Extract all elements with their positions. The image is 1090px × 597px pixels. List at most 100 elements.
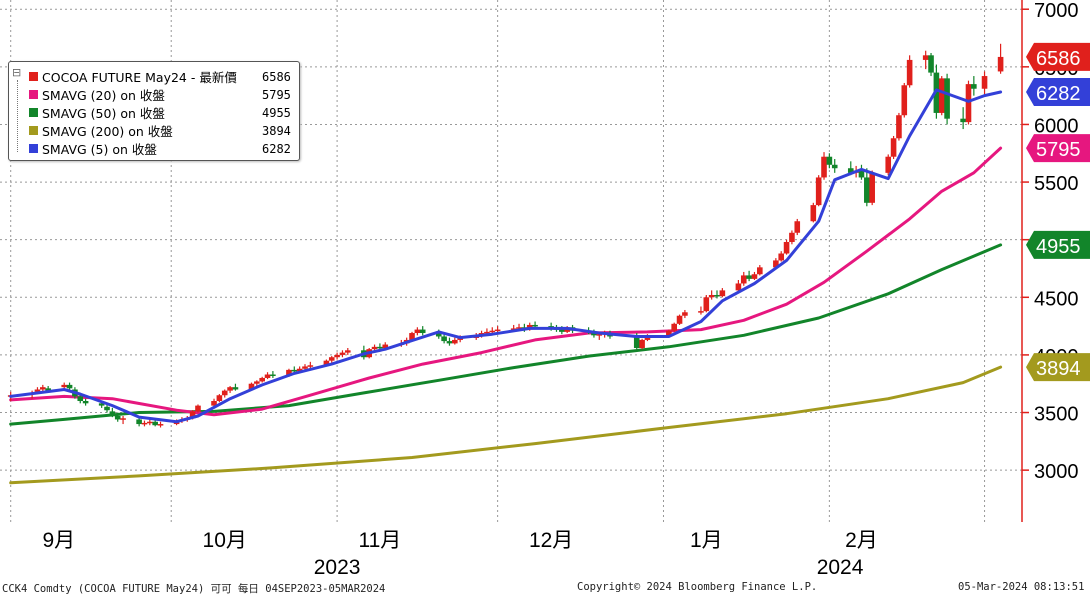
candle-body [960, 118, 966, 123]
candle-body [746, 275, 752, 279]
candle-body [77, 396, 84, 402]
candle-body [189, 411, 196, 419]
candle-body [334, 354, 340, 358]
candle-body [885, 156, 892, 173]
candle-body [109, 411, 116, 415]
candle-body [452, 339, 458, 344]
candle-body [489, 330, 496, 333]
candle-body [596, 334, 603, 336]
candle-body [328, 357, 335, 361]
candle-body [345, 350, 351, 353]
legend-label: SMAVG (20) on 收盤 [42, 88, 165, 103]
legend-item[interactable]: SMAVG (50) on 收盤 4955 [29, 104, 291, 121]
candle-body [141, 422, 148, 425]
candle-body [66, 384, 73, 389]
candle-body [559, 329, 565, 332]
legend-label: SMAVG (5) on 收盤 [42, 142, 157, 157]
x-year-label: 2024 [817, 556, 864, 579]
candle-body [757, 267, 763, 275]
candle-body [259, 377, 265, 382]
sma50-line [9, 243, 1003, 426]
x-month-label: 1月 [690, 529, 723, 552]
sma20-line [9, 146, 1003, 417]
candle-body [254, 381, 260, 384]
x-month-label: 11月 [358, 529, 401, 552]
legend-swatch [29, 72, 38, 81]
candle-body [409, 333, 415, 340]
x-month-label: 9月 [43, 529, 76, 552]
candle-body [484, 331, 490, 334]
candle-body [114, 415, 121, 420]
series-line [9, 365, 1003, 485]
series-line [9, 146, 1003, 417]
y-tick-label: 5500 [1034, 173, 1079, 195]
legend-label: COCOA FUTURE May24 - 最新價 [42, 70, 237, 85]
x-month-label: 12月 [529, 529, 573, 552]
candle-body [965, 84, 972, 123]
candle-body [532, 324, 538, 327]
candle-body [302, 366, 308, 369]
legend-value: 5795 [262, 87, 291, 102]
candle-body [152, 421, 158, 426]
candle-body [864, 177, 870, 203]
candle-body [698, 311, 704, 313]
legend-swatch [29, 108, 38, 117]
candle-body [703, 297, 710, 312]
candle-body [981, 76, 988, 89]
legend-label: SMAVG (200) on 收盤 [42, 124, 173, 139]
y-tick-label: 3500 [1034, 404, 1079, 426]
series-line [9, 88, 1003, 424]
candle-body [740, 275, 747, 284]
candle-body [633, 336, 640, 348]
candle-body [971, 84, 977, 89]
candle-body [286, 369, 292, 376]
value-tag-label: 3894 [1036, 358, 1081, 380]
legend-swatch [29, 126, 38, 135]
candle-body [147, 421, 153, 424]
candle-body [847, 168, 854, 173]
legend-value: 6282 [262, 141, 291, 156]
candle-body [516, 327, 522, 329]
legend-item[interactable]: SMAVG (200) on 收盤 3894 [29, 122, 291, 139]
candle-body [339, 352, 346, 355]
candle-body [377, 346, 383, 349]
y-tick-label: 7000 [1034, 0, 1079, 22]
candle-body [157, 424, 164, 426]
candle-body [82, 401, 89, 404]
value-tag [1026, 134, 1090, 163]
candle-body [446, 341, 453, 344]
candle-body [45, 388, 51, 391]
legend-value: 4955 [262, 105, 291, 120]
candle-body [778, 253, 785, 261]
candle-body [997, 56, 1004, 72]
candle-body [40, 387, 46, 390]
legend-item[interactable]: SMAVG (20) on 收盤 5795 [29, 86, 291, 103]
y-tick-label: 3000 [1034, 461, 1079, 483]
value-tag [1026, 353, 1090, 382]
candle-body [922, 55, 929, 60]
candle-body [248, 383, 255, 390]
candle-body [419, 329, 426, 334]
candle-body [682, 312, 688, 316]
candle-body [676, 315, 683, 324]
candle-body [735, 283, 742, 291]
value-tag-label: 5795 [1036, 139, 1081, 161]
candle-body [34, 389, 41, 392]
candle-body [671, 323, 677, 331]
legend-box[interactable]: ⊟ COCOA FUTURE May24 - 最新價 6586 SMAVG (20)… [8, 61, 300, 161]
candle-body [708, 294, 715, 298]
candle-body [264, 374, 271, 378]
candle-body [858, 170, 865, 178]
candle-body [221, 390, 228, 396]
candle-body [826, 156, 833, 165]
legend-item[interactable]: SMAVG (5) on 收盤 6282 [29, 140, 291, 157]
candle-body [195, 405, 201, 412]
collapse-icon[interactable]: ⊟ [12, 66, 22, 79]
series-line [9, 243, 1003, 426]
last-value-tags: 6586 6282 5795 4955 3894 [1026, 42, 1090, 382]
candle-body [831, 164, 838, 169]
legend-item[interactable]: COCOA FUTURE May24 - 最新價 6586 [29, 68, 291, 85]
candle-body [307, 365, 314, 367]
candle-body [810, 205, 817, 222]
